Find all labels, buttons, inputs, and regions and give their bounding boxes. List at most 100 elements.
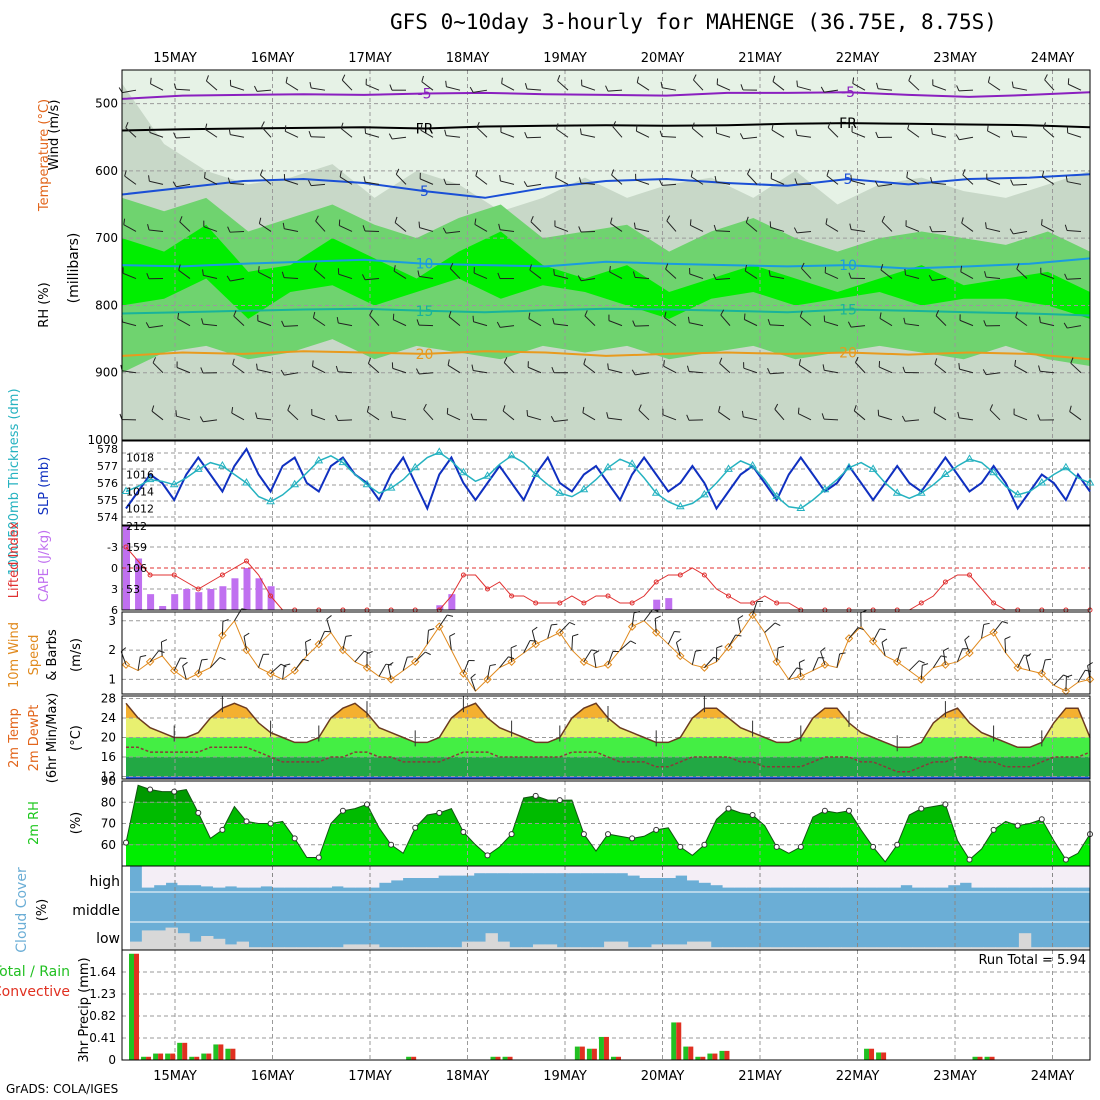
wind-barb-flag (556, 123, 559, 130)
wind-barb-flag (476, 121, 480, 128)
wind-barb-flag (632, 271, 636, 278)
precip-total-bar (683, 1046, 689, 1060)
wind-barb (933, 412, 947, 421)
cloud-low-bar (272, 947, 285, 950)
thickness-point (338, 457, 348, 466)
wind-barb-flag (259, 169, 263, 176)
wind-barb (744, 270, 758, 279)
cloud-low-bar (343, 944, 356, 950)
wind-barb (716, 181, 731, 185)
wind-barb (771, 129, 785, 138)
cloud-high-bar (556, 866, 570, 874)
wind10-point (386, 675, 396, 684)
temp2m-tick: 24 (101, 711, 116, 725)
cloud-low-bar (675, 944, 688, 950)
cloud-low-bar (698, 941, 712, 950)
wind10-barb (547, 624, 552, 639)
wind-barb (123, 224, 137, 232)
wind-barb-flag (366, 406, 370, 413)
wind-barb-flag (962, 169, 966, 176)
wind-barb (203, 226, 218, 232)
lifted-index-point (171, 572, 177, 578)
wind10-point (555, 628, 565, 637)
precip-conv-bar (411, 1056, 417, 1060)
wind10-barb-flag (630, 640, 637, 645)
wind-barb-flag (443, 178, 447, 185)
cloud-low-bar (663, 944, 676, 950)
wind-barb (122, 272, 137, 280)
wind-barb (1068, 83, 1082, 91)
precip-total-bar (153, 1053, 159, 1060)
wind-barb-flag (605, 85, 609, 92)
wind10-barb (654, 618, 657, 633)
wind10-barb-flag (918, 660, 925, 664)
cloud-high-bar (414, 866, 427, 878)
wind-barb-flag (335, 414, 339, 421)
wind-barb (285, 82, 299, 91)
precip-tick: 0.41 (89, 1031, 116, 1045)
wind-barb-flag (958, 363, 960, 370)
thickness-tick: 575 (97, 494, 118, 507)
precip-total-bar (719, 1050, 725, 1060)
wind10-barb (643, 609, 653, 622)
wind-barb (393, 319, 407, 327)
cloud-high-bar (852, 866, 866, 888)
wind10-barb-flag (449, 632, 456, 637)
wind-barb (959, 319, 974, 327)
wind10-barb (667, 631, 675, 645)
cloud-high-bar (343, 866, 356, 888)
wind-barb-flag (906, 171, 909, 178)
precip-total-bar (129, 953, 134, 1060)
cloud-low-bar (876, 947, 890, 950)
rh2m-point (749, 812, 756, 818)
slp-label: SLP (mb) (37, 457, 52, 516)
wind10-barb-flag (1002, 620, 1009, 624)
rh2m-point (171, 788, 178, 795)
wind-barb (823, 418, 839, 421)
cloud-high-label: high (89, 874, 120, 890)
stability-frame (121, 525, 1091, 611)
wind10-barb (531, 630, 537, 645)
lifted-index-point (533, 600, 539, 606)
wind-barb-flag (879, 312, 882, 319)
precip-tick: 1.23 (89, 987, 116, 1001)
wind-barb (962, 174, 974, 185)
cloud-low-bar (912, 947, 925, 950)
temp-contour-label: 5 (844, 172, 853, 188)
thickness-tick: 574 (97, 511, 118, 524)
precip-conv-bar (977, 1056, 983, 1060)
wind-barb (932, 84, 947, 91)
wind-barb (1040, 273, 1055, 280)
wind-barb (556, 128, 569, 138)
cloud-high-bar (248, 866, 261, 888)
wind-barb (527, 415, 542, 421)
precip-conv-bar (579, 1046, 585, 1060)
wind-barb (528, 318, 542, 327)
wind-barb (827, 127, 839, 138)
lifted-index-point (123, 544, 129, 550)
wind-barb-flag (855, 356, 859, 363)
wind-barb (1014, 365, 1028, 374)
cloud-low-bar (758, 947, 771, 950)
wind-barb-flag (767, 319, 771, 326)
cloud-low-bar (201, 936, 214, 950)
rh2m-point (990, 826, 997, 833)
precip-total-bar (864, 1048, 870, 1060)
cloud-low-bar (924, 947, 937, 950)
wind-barb (663, 365, 677, 374)
rh2m-point (773, 843, 780, 850)
wind-barb (1044, 79, 1055, 91)
wind-barb-flag (469, 86, 474, 93)
lifted-tick: 3 (111, 583, 118, 596)
wind-barb (365, 278, 380, 281)
thickness-point (386, 483, 396, 491)
wind-barb (583, 363, 596, 374)
thickness-point (459, 467, 468, 476)
wind10-barb (523, 640, 531, 654)
wind-barb-flag (693, 74, 697, 81)
wind-barb-flag (584, 310, 588, 317)
wind-barb-flag (686, 365, 690, 372)
wind10-barb-flag (652, 609, 659, 612)
wind-barb (393, 270, 407, 279)
wind-barb (420, 129, 434, 138)
